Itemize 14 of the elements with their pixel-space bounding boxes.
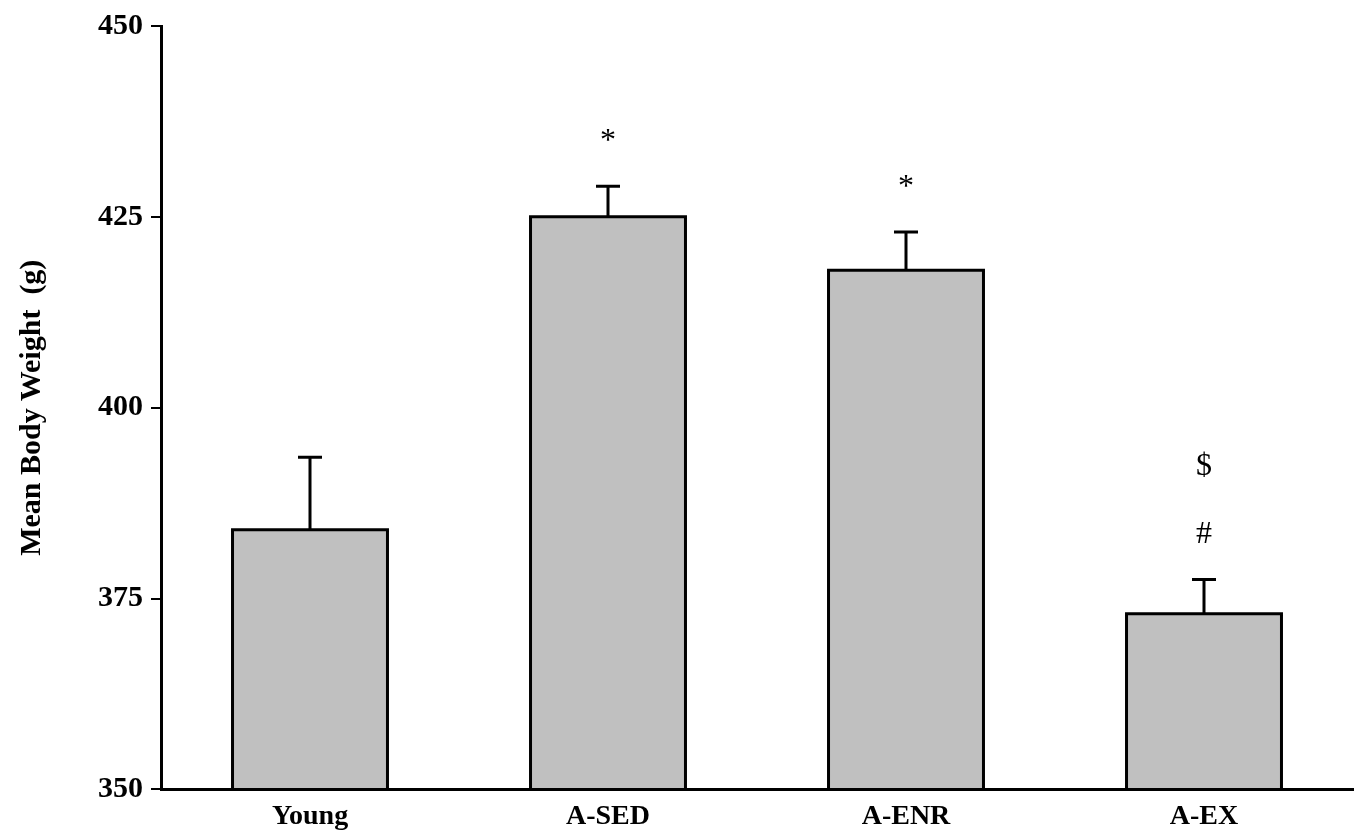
annotation: # bbox=[1196, 513, 1212, 550]
y-axis-title: Mean Body Weight (g) bbox=[12, 259, 47, 556]
y-tick-label: 350 bbox=[98, 770, 143, 804]
annotation: * bbox=[600, 120, 616, 157]
x-tick-label: A-ENR bbox=[861, 799, 952, 831]
x-tick-label: A-EX bbox=[1169, 799, 1239, 831]
x-tick-label: A-SED bbox=[565, 799, 651, 831]
annotation: * bbox=[898, 166, 914, 203]
y-tick-label: 425 bbox=[98, 197, 143, 231]
y-tick-label: 400 bbox=[98, 388, 143, 422]
x-tick-label: Young bbox=[271, 799, 349, 831]
annotation: $ bbox=[1196, 445, 1212, 482]
y-tick-label: 375 bbox=[98, 579, 143, 613]
y-tick-label: 450 bbox=[98, 6, 143, 40]
